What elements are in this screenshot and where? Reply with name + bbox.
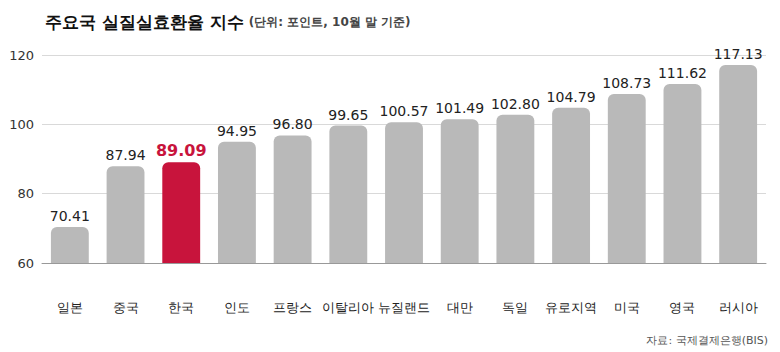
svg-text:이탈리아: 이탈리아 [322, 300, 374, 315]
svg-text:117.13: 117.13 [714, 46, 763, 62]
svg-text:주요국 실질실효환율 지수: 주요국 실질실효환율 지수 [45, 12, 244, 32]
svg-text:뉴질랜드: 뉴질랜드 [378, 300, 430, 315]
svg-text:111.62: 111.62 [658, 65, 707, 81]
svg-text:60: 60 [17, 256, 34, 271]
svg-text:96.80: 96.80 [273, 116, 313, 132]
svg-text:94.95: 94.95 [217, 123, 257, 139]
svg-text:중국: 중국 [113, 300, 139, 315]
svg-text:70.41: 70.41 [50, 208, 90, 224]
svg-text:러시아: 러시아 [719, 300, 758, 315]
svg-text:유로지역: 유로지역 [545, 300, 597, 315]
svg-text:영국: 영국 [669, 300, 695, 315]
svg-text:87.94: 87.94 [105, 147, 145, 163]
svg-text:99.65: 99.65 [328, 107, 368, 123]
svg-text:(단위: 포인트, 10월 말 기준): (단위: 포인트, 10월 말 기준) [249, 15, 411, 29]
svg-text:일본: 일본 [57, 300, 83, 315]
svg-text:미국: 미국 [614, 300, 640, 315]
svg-text:100.57: 100.57 [380, 103, 429, 119]
svg-text:프랑스: 프랑스 [273, 300, 312, 315]
svg-text:102.80: 102.80 [491, 96, 540, 112]
svg-text:108.73: 108.73 [602, 75, 651, 91]
svg-text:120: 120 [9, 48, 34, 63]
svg-text:대만: 대만 [447, 300, 473, 315]
svg-text:80: 80 [17, 186, 34, 201]
svg-text:100: 100 [9, 117, 34, 132]
svg-text:101.49: 101.49 [435, 100, 484, 116]
svg-text:독일: 독일 [502, 300, 528, 315]
svg-text:자료: 국제결제은행(BIS): 자료: 국제결제은행(BIS) [646, 334, 768, 347]
svg-text:89.09: 89.09 [156, 141, 207, 160]
svg-text:104.79: 104.79 [547, 89, 596, 105]
svg-text:인도: 인도 [224, 300, 250, 315]
svg-text:한국: 한국 [168, 300, 194, 315]
